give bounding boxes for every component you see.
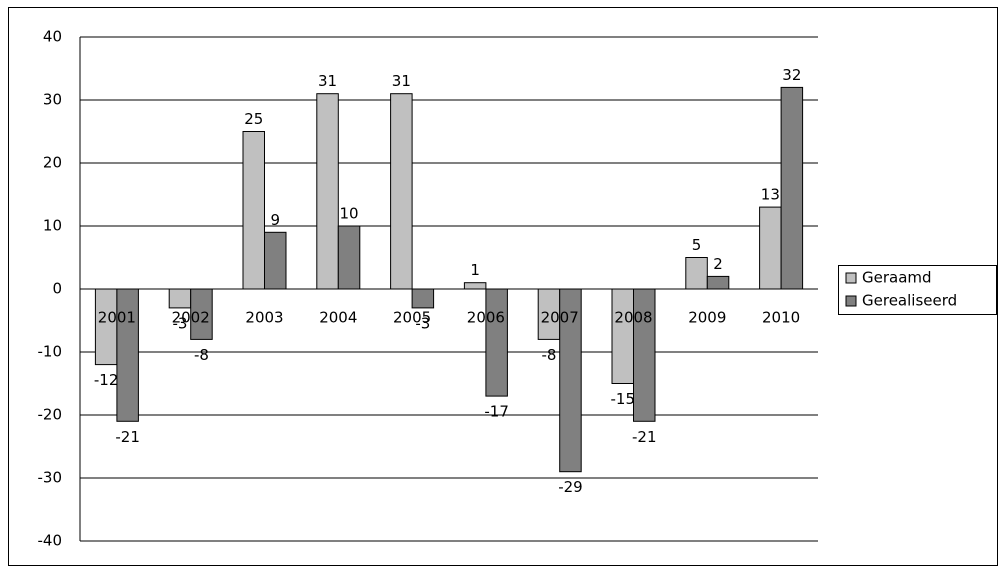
bar <box>759 206 782 290</box>
value-label: 2 <box>713 255 723 273</box>
value-label: -3 <box>172 314 187 332</box>
x-tick-label: 2002 <box>172 309 210 327</box>
bar <box>94 288 118 366</box>
y-tick-label: 10 <box>43 217 62 235</box>
bar <box>633 288 656 422</box>
value-label: -21 <box>115 428 140 446</box>
value-label: 9 <box>270 211 280 229</box>
value-label: -17 <box>484 403 509 421</box>
value-label: -8 <box>194 346 209 364</box>
value-label: -21 <box>632 428 657 446</box>
bar <box>390 93 413 290</box>
x-tick-label: 2008 <box>614 309 652 327</box>
bar <box>485 288 508 397</box>
bar <box>316 93 339 290</box>
bar <box>264 231 287 290</box>
x-tick-label: 2001 <box>98 309 136 327</box>
y-tick-label: 40 <box>43 28 62 46</box>
x-tick-label: 2004 <box>319 309 357 327</box>
legend-box <box>838 265 997 315</box>
x-tick-label: 2003 <box>245 309 283 327</box>
legend-swatch <box>845 272 857 284</box>
value-label: 1 <box>470 261 480 279</box>
bar <box>337 225 361 290</box>
bar <box>242 131 265 290</box>
legend-label: Geraamd <box>862 269 932 287</box>
bar <box>168 288 192 309</box>
value-label: 31 <box>318 72 337 90</box>
value-label: -8 <box>541 346 556 364</box>
x-tick-label: 2005 <box>393 309 431 327</box>
y-tick-label: 30 <box>43 91 62 109</box>
bar <box>116 288 139 422</box>
bar <box>190 288 213 340</box>
value-label: -3 <box>415 314 430 332</box>
y-tick-label: 20 <box>43 154 62 172</box>
value-label: 10 <box>340 205 359 223</box>
legend-swatch <box>845 295 857 307</box>
bar <box>685 257 708 290</box>
bar <box>559 288 582 473</box>
value-label: -12 <box>94 371 119 389</box>
bar <box>463 282 487 290</box>
value-label: 13 <box>761 186 780 204</box>
legend-label: Gerealiseerd <box>862 292 957 310</box>
x-tick-label: 2010 <box>762 309 800 327</box>
value-label: 5 <box>692 236 702 254</box>
y-tick-label: -30 <box>38 469 63 487</box>
value-label: 32 <box>782 66 801 84</box>
bar <box>411 288 435 309</box>
bar <box>780 86 804 290</box>
y-tick-label: -10 <box>38 343 63 361</box>
value-label: -15 <box>611 390 636 408</box>
value-label: 25 <box>244 110 263 128</box>
x-tick-label: 2007 <box>541 309 579 327</box>
value-label: -29 <box>558 478 583 496</box>
bar <box>611 288 634 384</box>
y-tick-label: -20 <box>38 406 63 424</box>
bar <box>706 275 730 290</box>
x-tick-label: 2009 <box>688 309 726 327</box>
value-label: 31 <box>392 72 411 90</box>
y-tick-label: 0 <box>52 280 62 298</box>
x-tick-label: 2006 <box>467 309 505 327</box>
y-tick-label: -40 <box>38 532 63 550</box>
